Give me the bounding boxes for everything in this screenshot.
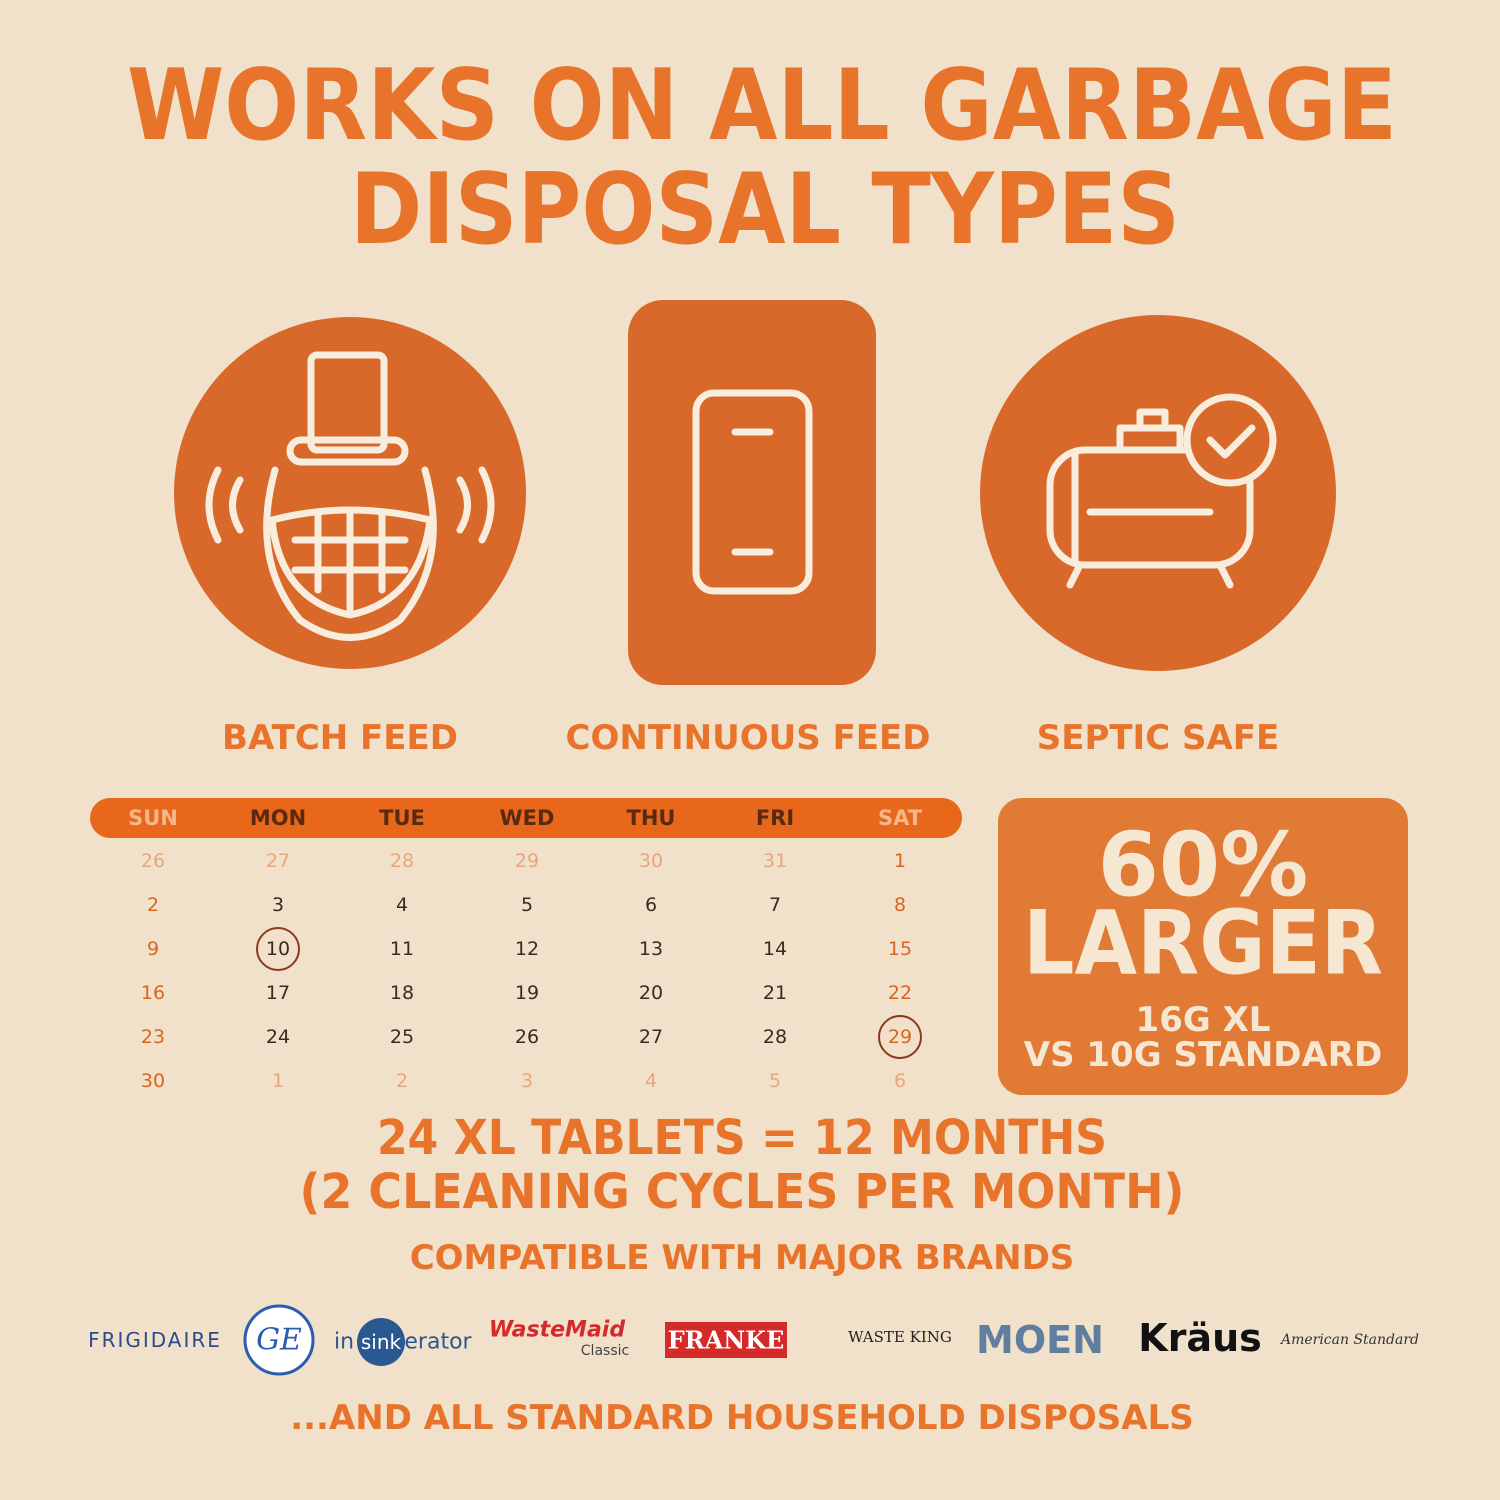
- day: 18: [390, 982, 414, 1004]
- brand-logos: FRIGIDAIRE GE in sink erator WasteMaid C…: [88, 1304, 1419, 1376]
- weekday: SUN: [128, 806, 178, 830]
- day-highlight: [256, 927, 300, 971]
- feature-label: BATCH FEED: [222, 718, 458, 758]
- weekday: WED: [500, 806, 555, 830]
- continuous-feed-icon: [628, 300, 876, 685]
- title-line: WORKS ON ALL GARBAGE: [127, 49, 1397, 163]
- day: 11: [390, 938, 414, 960]
- day: 14: [763, 938, 787, 960]
- title-line: DISPOSAL TYPES: [350, 153, 1180, 267]
- batch-feed-icon: [174, 317, 526, 669]
- day: 31: [763, 850, 787, 872]
- day: 23: [141, 1026, 165, 1048]
- badge-small: 16G XL: [1136, 1000, 1271, 1040]
- brand-insinkerator: erator: [404, 1330, 472, 1355]
- feature-label: SEPTIC SAFE: [1037, 718, 1280, 758]
- day: 16: [141, 982, 165, 1004]
- day: 5: [769, 1070, 781, 1092]
- brand-wastemaid: WasteMaid: [489, 1318, 625, 1343]
- day: 15: [888, 938, 912, 960]
- day: 21: [763, 982, 787, 1004]
- brand-kraus: Kräus: [1138, 1316, 1262, 1360]
- summary-line: (2 CLEANING CYCLES PER MONTH): [300, 1164, 1185, 1220]
- day: 26: [141, 850, 165, 872]
- day: 20: [639, 982, 663, 1004]
- summary-line: 24 XL TABLETS = 12 MONTHS: [377, 1110, 1107, 1166]
- day: 1: [272, 1070, 284, 1092]
- day: 8: [894, 894, 906, 916]
- day: 7: [769, 894, 781, 916]
- day: 6: [894, 1070, 906, 1092]
- day: 3: [521, 1070, 533, 1092]
- day: 24: [266, 1026, 290, 1048]
- day: 4: [396, 894, 408, 916]
- brand-insinkerator: in: [334, 1330, 354, 1355]
- calendar-header-bar: [90, 798, 962, 838]
- brand-wastemaid: Classic: [581, 1343, 629, 1359]
- day: 13: [639, 938, 663, 960]
- day: 9: [147, 938, 159, 960]
- day: 12: [515, 938, 539, 960]
- septic-safe-icon: [980, 315, 1336, 671]
- feature-label: CONTINUOUS FEED: [566, 718, 931, 758]
- day: 25: [390, 1026, 414, 1048]
- brands-heading: COMPATIBLE WITH MAJOR BRANDS: [410, 1238, 1075, 1278]
- brand-wasteking: WASTE KING: [848, 1328, 952, 1346]
- day: 6: [645, 894, 657, 916]
- day: 17: [266, 982, 290, 1004]
- weekday: SAT: [878, 806, 923, 830]
- badge: [998, 798, 1408, 1095]
- brand-american-standard: American Standard: [1279, 1332, 1419, 1348]
- day: 5: [521, 894, 533, 916]
- weekday: FRI: [756, 806, 794, 830]
- weekday: TUE: [379, 806, 425, 830]
- day: 19: [515, 982, 539, 1004]
- brand-ge: GE: [256, 1323, 302, 1358]
- day: 26: [515, 1026, 539, 1048]
- day: 28: [763, 1026, 787, 1048]
- brand-moen: MOEN: [976, 1318, 1104, 1362]
- day: 1: [894, 850, 906, 872]
- day: 3: [272, 894, 284, 916]
- brand-frigidaire: FRIGIDAIRE: [88, 1328, 222, 1352]
- day: 2: [147, 894, 159, 916]
- day: 30: [639, 850, 663, 872]
- badge-big: 60%: [1098, 814, 1309, 917]
- day: 29: [515, 850, 539, 872]
- day: 22: [888, 982, 912, 1004]
- day: 10: [266, 938, 290, 960]
- badge-big: LARGER: [1023, 892, 1383, 995]
- day: 29: [888, 1026, 912, 1048]
- day: 4: [645, 1070, 657, 1092]
- day: 28: [390, 850, 414, 872]
- weekday: THU: [627, 806, 676, 830]
- brand-franke: FRANKE: [668, 1326, 785, 1355]
- day-highlight: [878, 1015, 922, 1059]
- footer: ...AND ALL STANDARD HOUSEHOLD DISPOSALS: [290, 1398, 1194, 1438]
- day: 27: [266, 850, 290, 872]
- day: 2: [396, 1070, 408, 1092]
- day: 30: [141, 1070, 165, 1092]
- weekday: MON: [250, 806, 306, 830]
- badge-small: VS 10G STANDARD: [1024, 1035, 1382, 1075]
- day: 27: [639, 1026, 663, 1048]
- brand-insinkerator: sink: [361, 1330, 402, 1354]
